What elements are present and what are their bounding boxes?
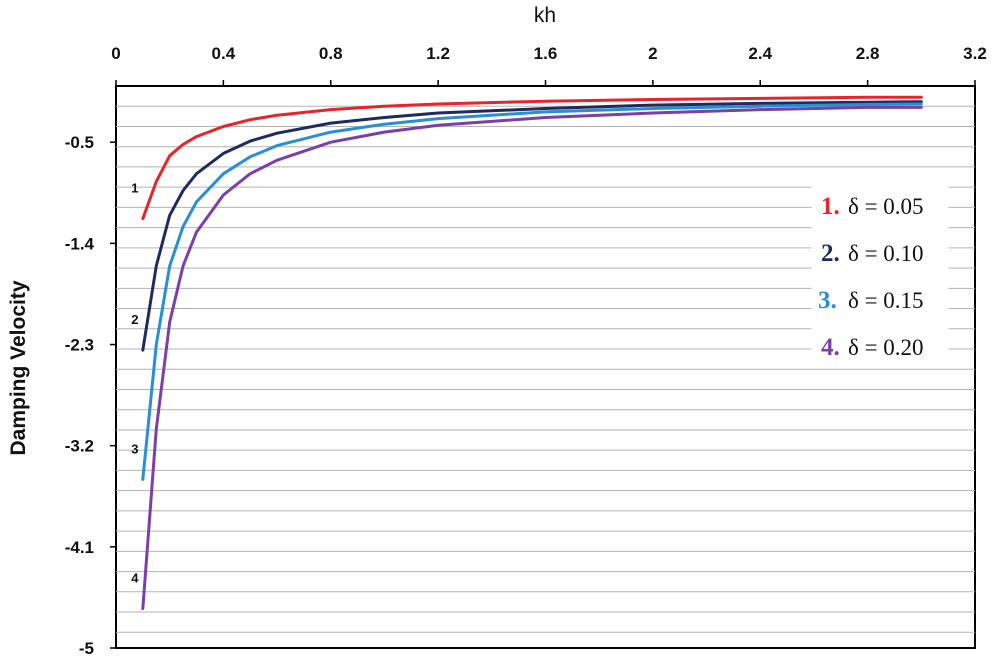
series-line-2 xyxy=(141,100,923,352)
series-line-4 xyxy=(141,105,923,611)
legend-number-3: 3. xyxy=(818,287,837,314)
curve-label-3: 3 xyxy=(131,441,138,456)
x-axis-ticks: 0 0.4 0.8 1.2 1.6 2 2.4 2.8 3.2 xyxy=(111,44,987,86)
series-lines xyxy=(141,95,923,611)
legend-number-4: 4. xyxy=(821,334,840,361)
legend-label-3: δ = 0.15 xyxy=(848,288,924,313)
series-line-3 xyxy=(141,102,923,481)
x-tick-label: 3.2 xyxy=(963,44,987,63)
x-tick-label: 1.6 xyxy=(534,44,558,63)
legend-number-1: 1. xyxy=(821,193,840,220)
legend-label-4: δ = 0.20 xyxy=(848,335,924,360)
legend-label-2: δ = 0.10 xyxy=(848,241,924,266)
y-tick-label: -1.4 xyxy=(65,234,95,253)
y-tick-label: -4.1 xyxy=(65,538,94,557)
series-line-1 xyxy=(141,95,923,221)
x-tick-label: 2.4 xyxy=(748,44,772,63)
x-axis-title: kh xyxy=(534,4,556,27)
curve-label-1: 1 xyxy=(131,181,138,196)
legend-box xyxy=(811,181,949,363)
x-tick-label: 0.4 xyxy=(212,44,236,63)
legend: 1. δ = 0.05 2. δ = 0.10 3. δ = 0.15 4. δ = 0.20 xyxy=(811,181,949,363)
x-tick-label: 1.2 xyxy=(426,44,450,63)
y-tick-label: -2.3 xyxy=(65,336,94,355)
y-tick-label: -0.5 xyxy=(65,133,94,152)
curve-label-4: 4 xyxy=(131,571,139,586)
y-axis-ticks: -0.5 -1.4 -2.3 -3.2 -4.1 -5 xyxy=(65,133,116,658)
curve-labels: 1 2 3 4 xyxy=(131,181,139,586)
x-tick-label: 2 xyxy=(648,44,657,63)
plot-background xyxy=(115,85,976,649)
y-tick-label: -5 xyxy=(79,639,94,658)
y-axis-title: Damping Velocity xyxy=(7,280,30,455)
x-tick-label: 2.8 xyxy=(856,44,880,63)
x-tick-label: 0 xyxy=(111,44,120,63)
gridlines xyxy=(116,105,975,633)
x-tick-label: 0.8 xyxy=(319,44,343,63)
legend-label-1: δ = 0.05 xyxy=(848,194,924,219)
y-tick-label: -3.2 xyxy=(65,437,94,456)
legend-number-2: 2. xyxy=(821,240,840,267)
curve-label-2: 2 xyxy=(131,312,138,327)
